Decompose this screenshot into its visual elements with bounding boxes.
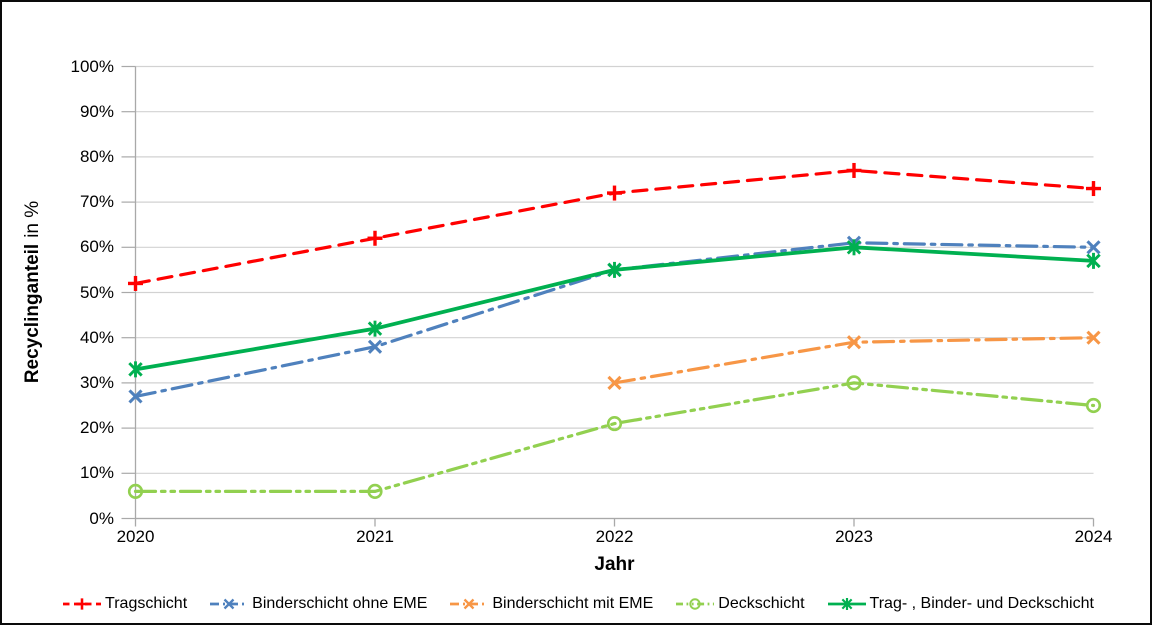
line [607, 375, 622, 390]
marker-circle [127, 483, 144, 499]
x-axis-title: Jahr [594, 554, 635, 575]
legend-label: Deckschicht [718, 595, 805, 612]
line [128, 389, 143, 404]
marker-plus [1086, 181, 1101, 197]
marker-asterisk [846, 239, 862, 256]
marker-x [367, 339, 383, 354]
marker-asterisk [367, 320, 383, 337]
circle [689, 598, 701, 610]
line [1086, 240, 1101, 255]
legend-item: Binderschicht ohne EME [209, 595, 427, 613]
marker-plus [128, 275, 143, 291]
marker-x [128, 389, 143, 404]
marker-x [223, 598, 235, 610]
y-tick-label: 40% [79, 327, 114, 347]
line [464, 598, 475, 610]
circle [127, 483, 144, 499]
y-tick-label: 50% [79, 282, 114, 302]
series-line [133, 381, 1096, 493]
legend-key-icon [210, 598, 249, 610]
marker-plus [76, 598, 88, 610]
line [841, 598, 852, 610]
y-tick-label: 0% [89, 508, 114, 528]
line [223, 598, 235, 610]
circle [846, 375, 862, 391]
marker-circle [689, 598, 701, 610]
marker-asterisk [1086, 252, 1101, 269]
y-tick-label: 90% [79, 101, 114, 121]
marker-x [464, 598, 475, 610]
legend-label: Tragschicht [105, 595, 188, 612]
y-tick-label: 100% [70, 56, 114, 76]
legend-label: Binderschicht ohne EME [252, 595, 428, 612]
x-tick-label: 2024 [1074, 527, 1113, 546]
line [846, 240, 862, 255]
marker-asterisk [841, 598, 852, 610]
x-tick-label: 2021 [356, 527, 394, 546]
x-tick-label: 2020 [116, 527, 155, 546]
legend-key-icon [676, 598, 715, 610]
line [846, 335, 862, 350]
x-tick-label: 2022 [595, 527, 634, 546]
marker-x [1086, 330, 1101, 345]
marker-x [607, 375, 622, 390]
y-tick-label: 30% [79, 372, 114, 392]
legend-key-icon [450, 598, 489, 610]
line [607, 262, 622, 278]
legend-key-icon [827, 598, 866, 610]
y-tick-label: 10% [79, 463, 114, 483]
x-tick-label: 2023 [835, 527, 873, 546]
legend-item: Deckschicht [675, 595, 805, 613]
line [367, 321, 383, 336]
marker-circle [367, 483, 383, 499]
legend-key-icon [63, 598, 102, 610]
line [128, 362, 143, 377]
marker-plus [607, 185, 622, 201]
legend-label: Binderschicht mit EME [492, 595, 654, 612]
y-tick-label: 20% [79, 418, 114, 438]
legend-label: Trag- , Binder- und Deckschicht [869, 595, 1094, 612]
legend-item: Trag- , Binder- und Deckschicht [827, 595, 1094, 613]
marker-circle [846, 375, 862, 391]
chart-legend: Tragschicht Binderschicht ohne EME Binders… [2, 588, 1150, 620]
line [1086, 253, 1101, 269]
y-tick-label: 60% [79, 237, 114, 257]
marker-asterisk [607, 261, 622, 278]
y-tick-label: 70% [79, 192, 114, 212]
marker-asterisk [128, 361, 143, 378]
marker-plus [846, 162, 862, 178]
y-axis-title-bold: Recyclinganteil [22, 243, 43, 384]
circle [367, 483, 383, 499]
marker-circle [606, 415, 623, 432]
legend-item: Tragschicht [62, 595, 187, 613]
marker-x [1086, 240, 1101, 255]
line [1086, 330, 1101, 345]
circle [606, 415, 623, 432]
y-tick-label: 80% [79, 146, 114, 166]
line [367, 339, 383, 354]
marker-plus [367, 230, 383, 246]
marker-x [846, 335, 862, 350]
circle [1085, 397, 1102, 414]
legend-item: Binderschicht mit EME [449, 595, 653, 613]
marker-circle [1085, 397, 1102, 414]
